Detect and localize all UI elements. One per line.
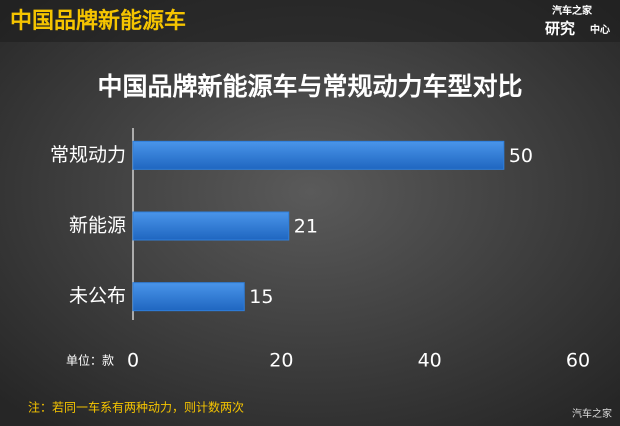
chart-title: 中国品牌新能源车与常规动力车型对比 xyxy=(97,72,522,101)
header-bar xyxy=(0,0,620,42)
bar xyxy=(132,282,245,312)
logo-main: 研究 xyxy=(545,20,575,38)
x-tick-label: 0 xyxy=(127,350,139,372)
value-label: 15 xyxy=(249,286,273,308)
unit-label: 单位：款 xyxy=(66,353,114,368)
value-label: 21 xyxy=(294,216,318,238)
logo-top: 汽车之家 xyxy=(552,4,593,17)
x-tick-label: 60 xyxy=(566,350,590,372)
bar xyxy=(132,140,505,170)
watermark: 汽车之家 xyxy=(572,407,612,420)
logo-sub: 中心 xyxy=(590,23,610,36)
header: 中国品牌新能源车 xyxy=(10,8,186,34)
note: 注：若同一车系有两种动力，则计数两次 xyxy=(28,400,244,415)
x-tick-label: 40 xyxy=(418,350,442,372)
y-tick-label: 未公布 xyxy=(69,285,126,307)
value-label: 50 xyxy=(509,145,533,167)
x-tick-label: 20 xyxy=(269,350,293,372)
y-tick-label: 常规动力 xyxy=(50,144,126,166)
y-tick-label: 新能源 xyxy=(69,215,126,237)
bar xyxy=(132,211,290,241)
